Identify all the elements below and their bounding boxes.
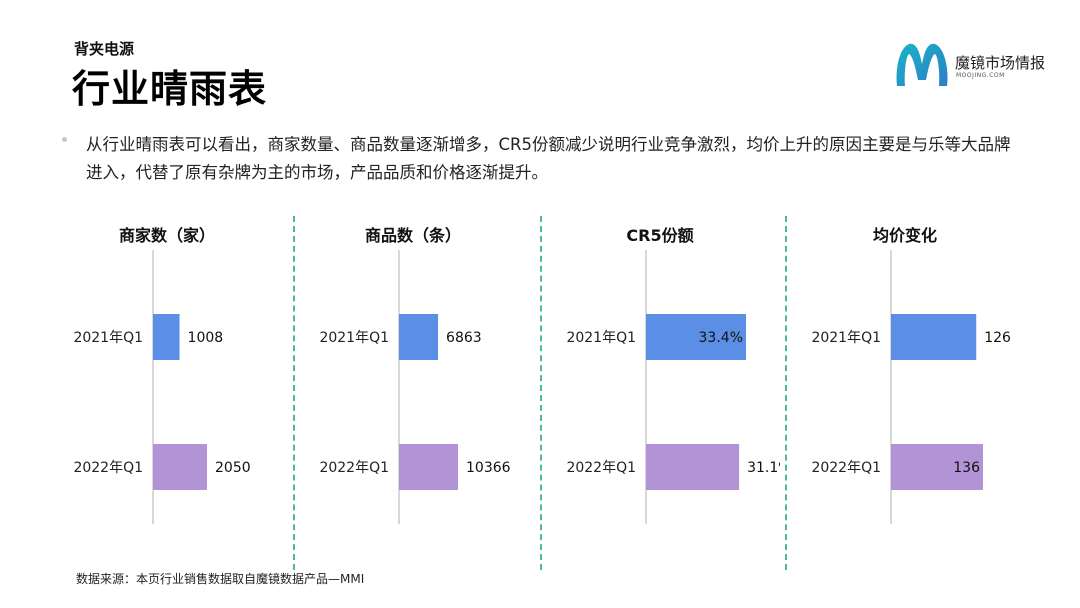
chart-svg: 2021年Q1 6863 2022年Q1 10366 [319, 250, 511, 524]
logo-text-cn: 魔镜市场情报 [955, 54, 1046, 72]
data-label: 6863 [446, 330, 482, 346]
data-label: 2050 [215, 460, 251, 476]
data-source-note: 数据来源：本页行业销售数据取自魔镜数据产品—MMI [76, 572, 365, 586]
bar [153, 444, 207, 490]
data-label: 31.1% [747, 460, 780, 476]
category-label: 2021年Q1 [319, 330, 389, 346]
chart-products: 商品数（条） 2021年Q1 6863 2022年Q1 10366 [293, 214, 533, 544]
chart-merchants: 商家数（家） 2021年Q1 1008 2022年Q1 2050 [47, 214, 287, 544]
bullet-dot [62, 137, 67, 142]
category-label: 2022年Q1 [566, 460, 636, 476]
category-label: 2021年Q1 [811, 330, 881, 346]
page-subtitle: 背夹电源 [74, 40, 135, 58]
chart-divider [785, 216, 787, 570]
chart-title: CR5份额 [626, 226, 694, 245]
chart-svg: 2021年Q1 126 2022年Q1 136 [811, 250, 1011, 524]
data-label: 1008 [188, 330, 224, 346]
intro-text: 从行业晴雨表可以看出，商家数量、商品数量逐渐增多，CR5份额减少说明行业竞争激烈… [86, 135, 1011, 182]
data-label: 33.4% [699, 330, 743, 346]
chart-title: 商家数（家） [118, 226, 215, 245]
category-label: 2022年Q1 [319, 460, 389, 476]
page-title: 行业晴雨表 [72, 67, 268, 111]
logo-text-en: MOOJING.COM [956, 72, 1005, 79]
chart-svg: 2021年Q1 1008 2022年Q1 2050 [73, 250, 251, 524]
data-label: 10366 [466, 460, 511, 476]
bar [891, 314, 977, 360]
chart-cr5-share: CR5份额 2021年Q1 33.4% 2022年Q1 31.1% [540, 214, 780, 544]
chart-title: 均价变化 [872, 226, 937, 245]
chart-divider [293, 216, 295, 570]
chart-title: 商品数（条） [364, 226, 461, 245]
moojing-logo-mark [896, 43, 948, 86]
category-label: 2022年Q1 [811, 460, 881, 476]
category-label: 2021年Q1 [73, 330, 143, 346]
data-label: 136 [953, 460, 980, 476]
bar [646, 314, 746, 360]
category-label: 2022年Q1 [73, 460, 143, 476]
category-label: 2021年Q1 [566, 330, 636, 346]
bar [399, 444, 458, 490]
bar [153, 314, 180, 360]
chart-divider [540, 216, 542, 570]
chart-avg-price: 均价变化 2021年Q1 126 2022年Q1 136 [785, 214, 1025, 544]
bar [399, 314, 439, 360]
data-label: 126 [984, 330, 1011, 346]
logo: 魔镜市场情报 MOOJING.COM [893, 40, 1063, 92]
bar [891, 444, 983, 490]
bar [646, 444, 740, 490]
chart-svg: 2021年Q1 33.4% 2022年Q1 31.1% [566, 250, 780, 524]
